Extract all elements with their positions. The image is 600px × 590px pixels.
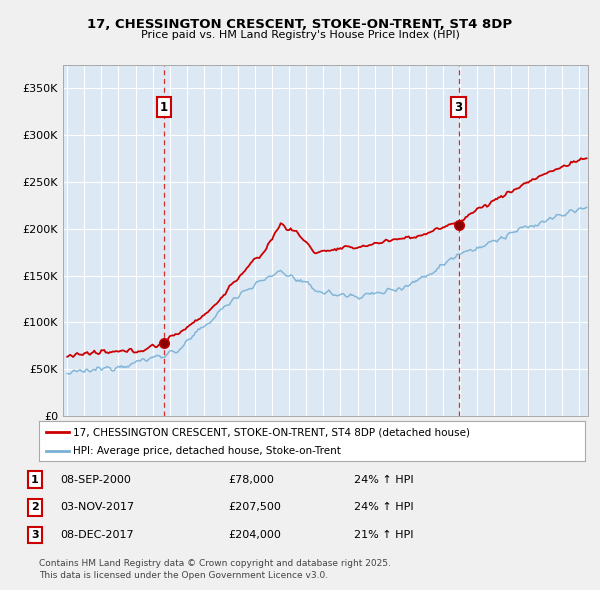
Text: 3: 3 (31, 530, 38, 540)
Text: Contains HM Land Registry data © Crown copyright and database right 2025.
This d: Contains HM Land Registry data © Crown c… (39, 559, 391, 580)
Text: 03-NOV-2017: 03-NOV-2017 (60, 503, 134, 512)
Text: 24% ↑ HPI: 24% ↑ HPI (354, 503, 413, 512)
Text: £207,500: £207,500 (228, 503, 281, 512)
Text: £78,000: £78,000 (228, 475, 274, 484)
Text: 21% ↑ HPI: 21% ↑ HPI (354, 530, 413, 540)
Text: 08-SEP-2000: 08-SEP-2000 (60, 475, 131, 484)
Text: 17, CHESSINGTON CRESCENT, STOKE-ON-TRENT, ST4 8DP: 17, CHESSINGTON CRESCENT, STOKE-ON-TRENT… (88, 18, 512, 31)
Text: 17, CHESSINGTON CRESCENT, STOKE-ON-TRENT, ST4 8DP (detached house): 17, CHESSINGTON CRESCENT, STOKE-ON-TRENT… (73, 427, 470, 437)
Text: 24% ↑ HPI: 24% ↑ HPI (354, 475, 413, 484)
Text: Price paid vs. HM Land Registry's House Price Index (HPI): Price paid vs. HM Land Registry's House … (140, 30, 460, 40)
Text: 08-DEC-2017: 08-DEC-2017 (60, 530, 134, 540)
Text: 1: 1 (31, 475, 38, 484)
Text: HPI: Average price, detached house, Stoke-on-Trent: HPI: Average price, detached house, Stok… (73, 445, 341, 455)
Text: £204,000: £204,000 (228, 530, 281, 540)
Text: 3: 3 (455, 100, 463, 113)
Text: 2: 2 (31, 503, 38, 512)
Text: 1: 1 (160, 100, 168, 113)
